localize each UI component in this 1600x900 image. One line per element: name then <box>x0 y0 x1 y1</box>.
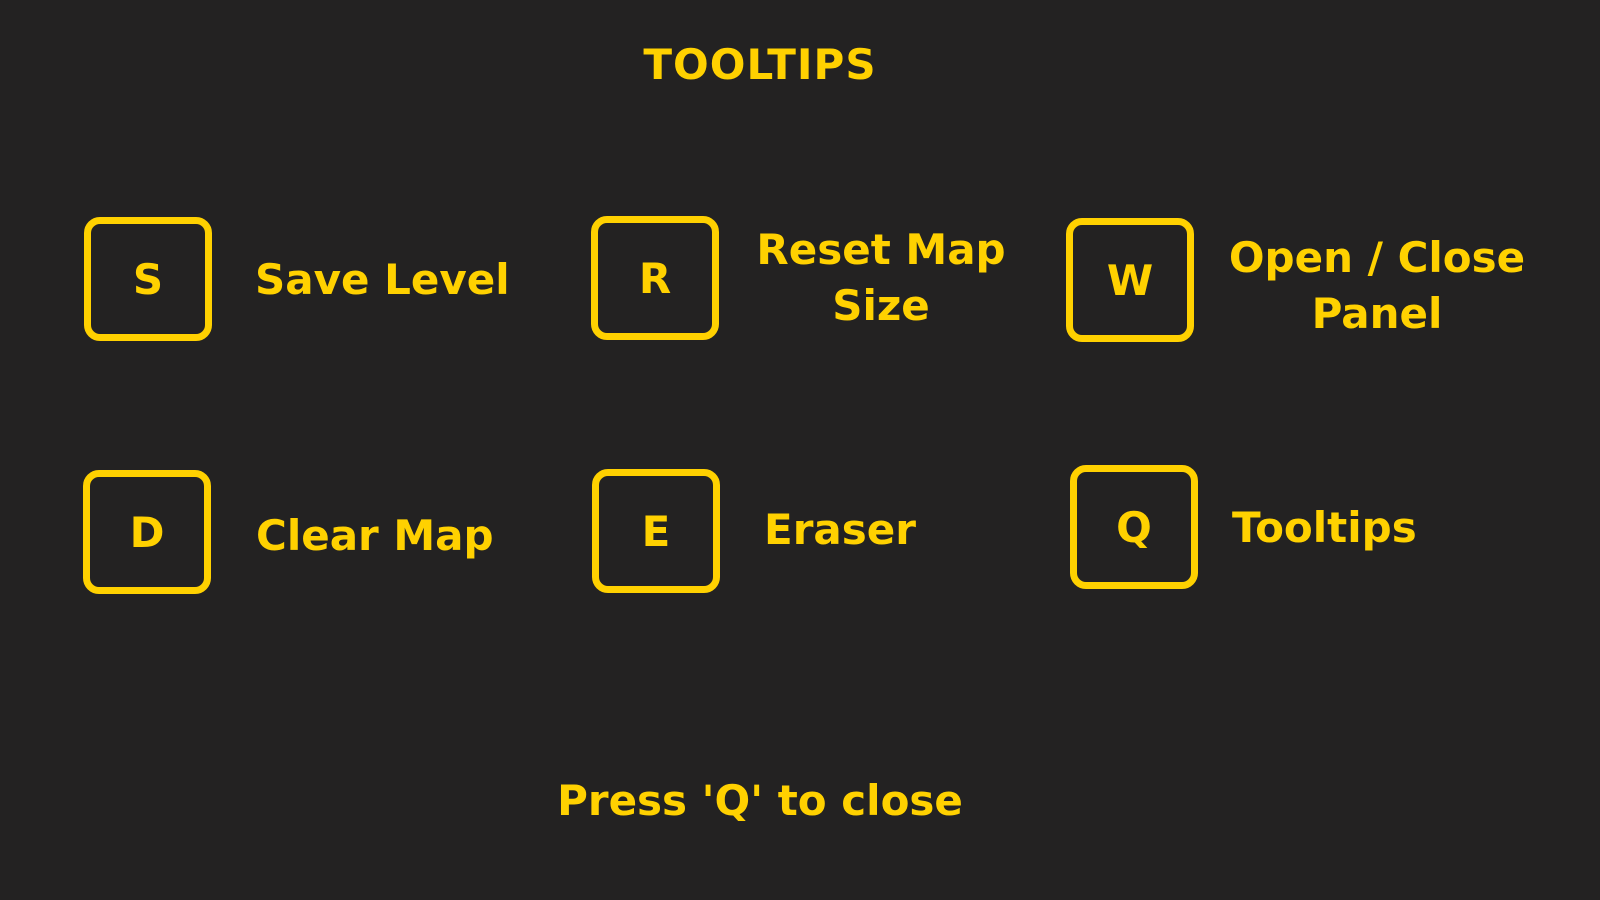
key-badge-r: R <box>591 216 719 340</box>
key-badge-s: S <box>84 217 212 341</box>
label-eraser: Eraser <box>764 505 916 554</box>
label-save-level: Save Level <box>255 255 510 304</box>
tooltips-title: TOOLTIPS <box>643 40 877 89</box>
label-tooltips: Tooltips <box>1232 503 1417 552</box>
close-hint: Press 'Q' to close <box>557 776 963 825</box>
label-open-close-panel: Open / Close Panel <box>1228 233 1526 338</box>
label-reset-map-size: Reset Map Size <box>756 225 1006 330</box>
key-badge-q: Q <box>1070 465 1198 589</box>
label-clear-map: Clear Map <box>256 511 494 560</box>
key-badge-e: E <box>592 469 720 593</box>
key-badge-w: W <box>1066 218 1194 342</box>
key-badge-d: D <box>83 470 211 594</box>
